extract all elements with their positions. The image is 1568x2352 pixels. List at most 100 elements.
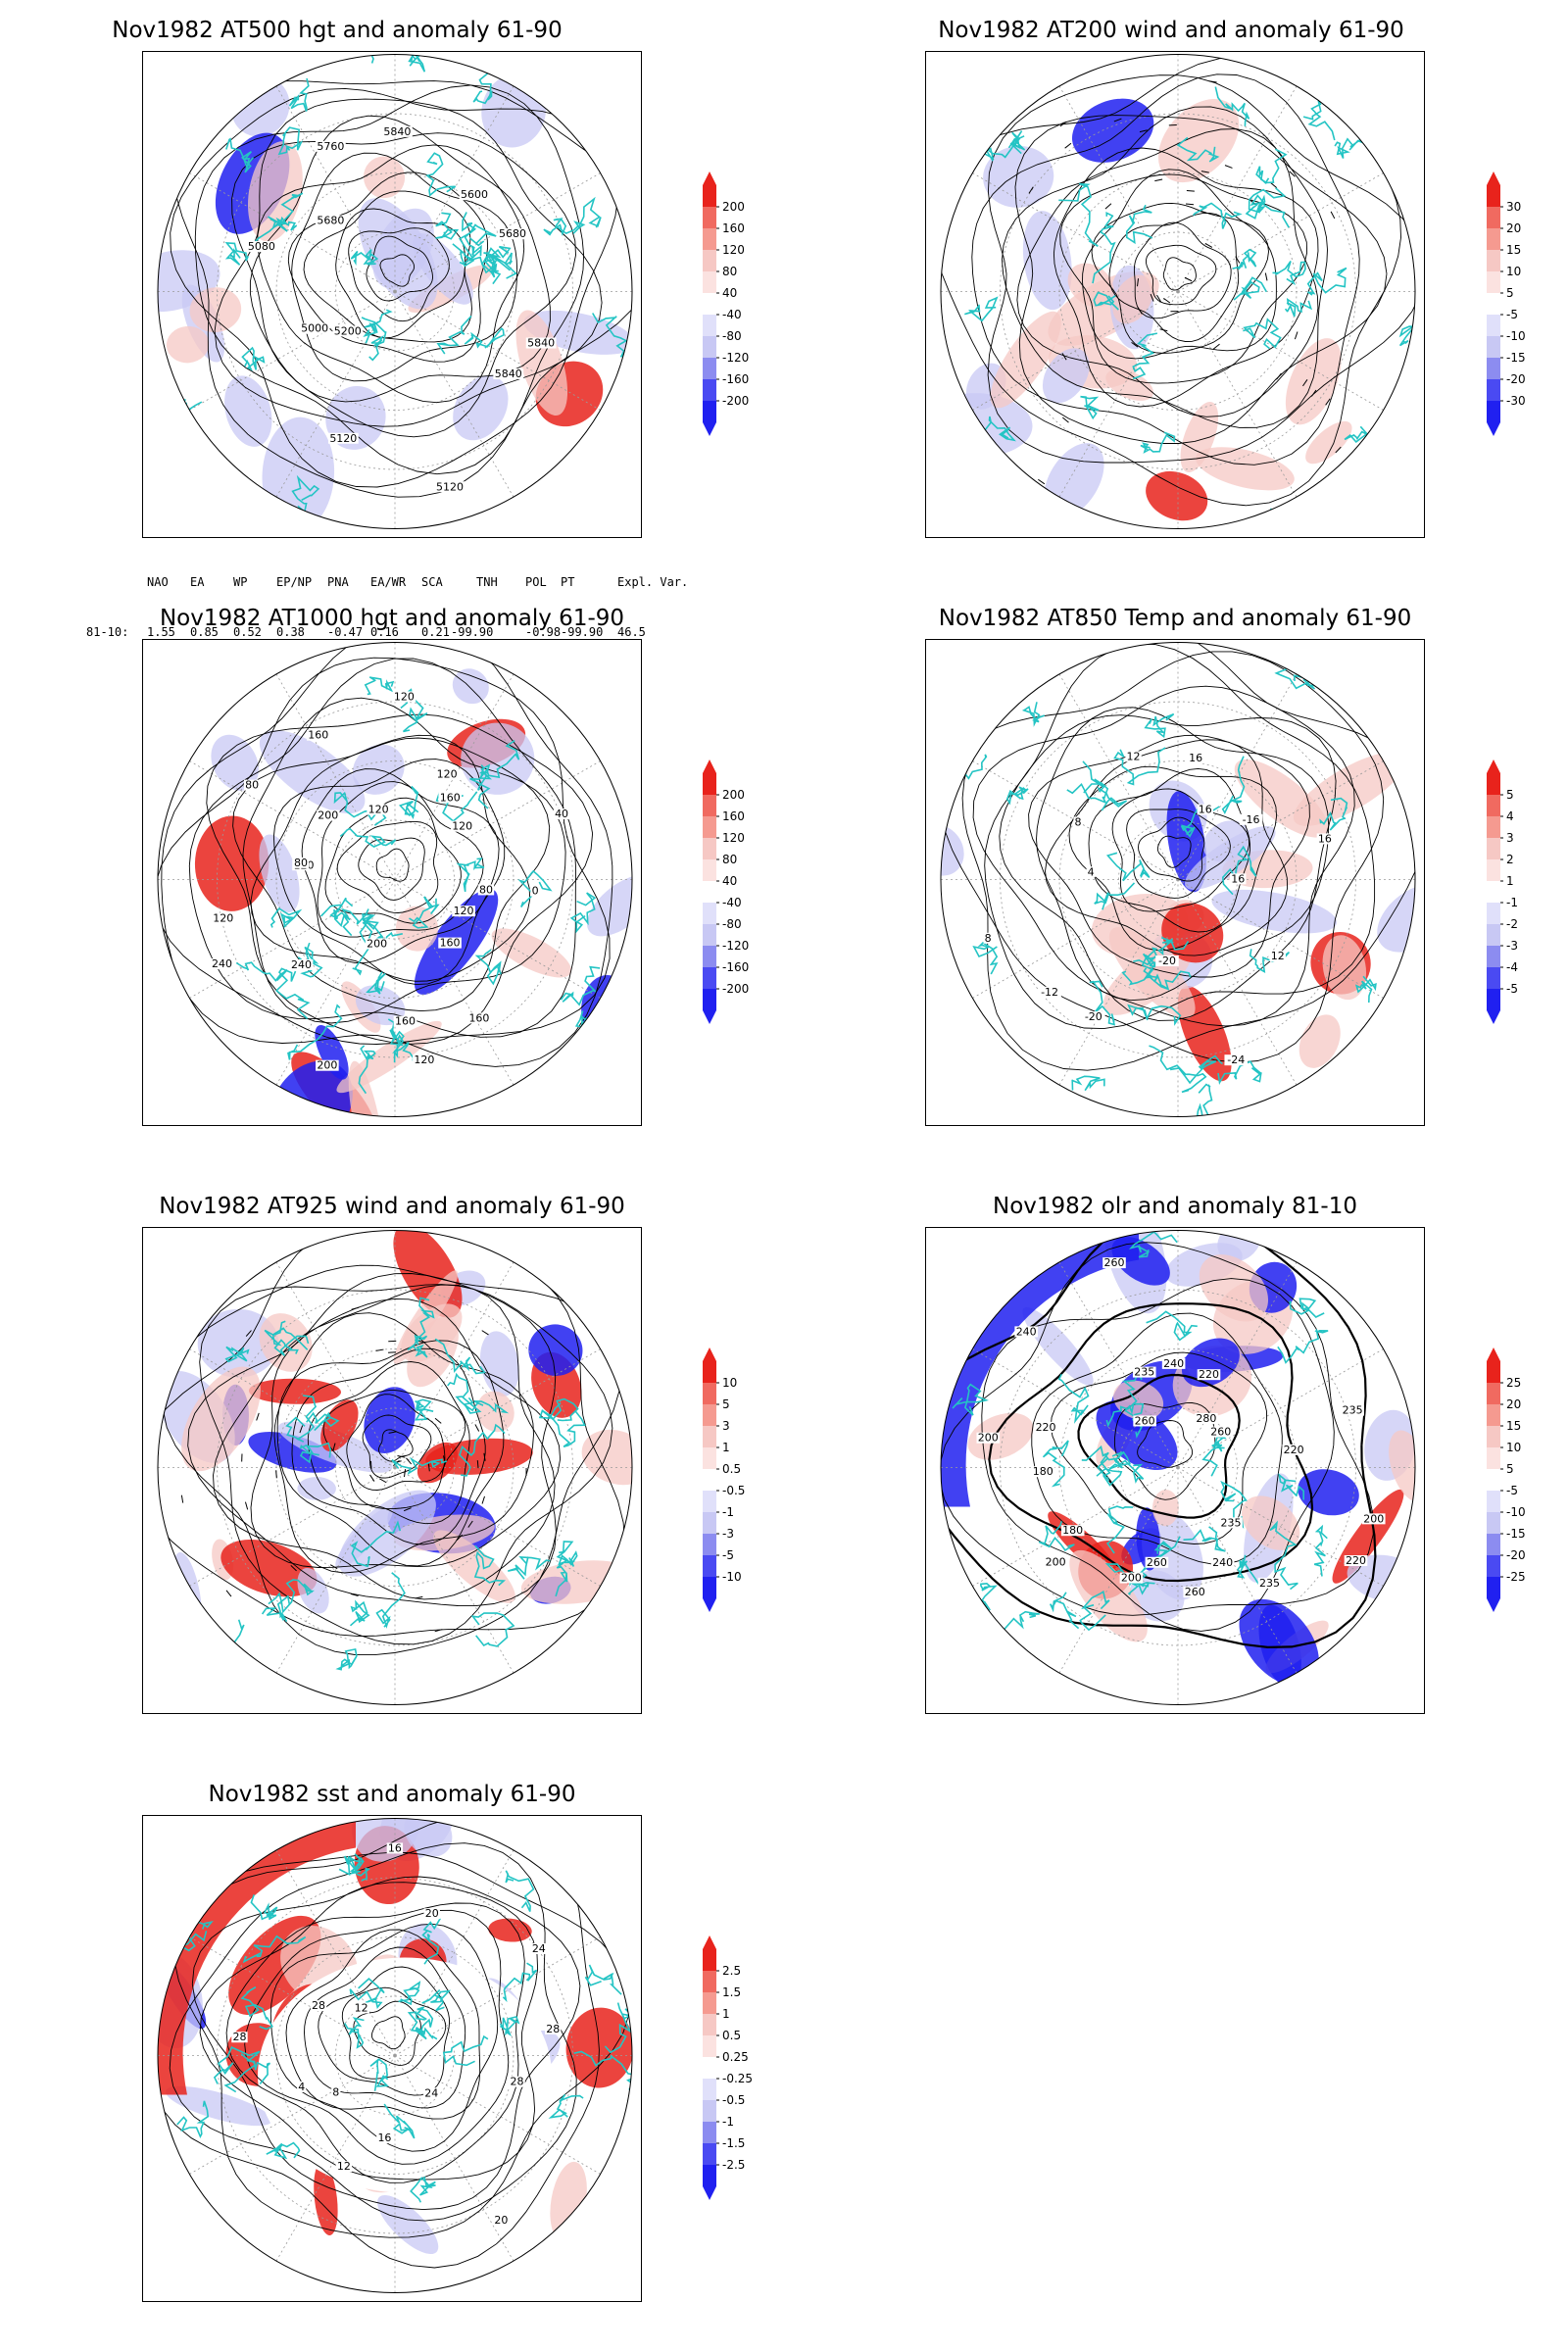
- index-value: -99.90: [451, 625, 494, 639]
- coastline: [306, 1411, 340, 1432]
- longitude-line: [972, 879, 1179, 999]
- colorbar-swatch: [1487, 903, 1500, 924]
- coastline: [434, 1338, 486, 1375]
- colorbar-tick-label: 3: [722, 1419, 730, 1433]
- coastline: [1113, 747, 1166, 786]
- contour-label: 28: [546, 2023, 560, 2035]
- map-disc: 80 120 160 160 120 160 200 200 240 240 120 120 80 80 2…: [158, 642, 632, 1117]
- streamline-arrow: [474, 1424, 480, 1432]
- contour-label: 260: [1185, 1586, 1205, 1598]
- coastline: [1169, 1054, 1223, 1085]
- contour-label: 4: [298, 2081, 305, 2093]
- colorbar-swatch: [703, 401, 716, 422]
- index-value: 1.55: [147, 625, 175, 639]
- index-row-label: 81-10:: [86, 625, 129, 639]
- coastline: [572, 196, 602, 234]
- contour-label: 16: [1199, 803, 1212, 815]
- colorbar-swatch: [703, 989, 716, 1010]
- coastline: [335, 1647, 358, 1671]
- contour-line: [317, 781, 484, 938]
- streamline-arrow: [1159, 328, 1168, 332]
- longitude-line: [394, 2055, 514, 2262]
- anomaly-shading: [515, 310, 568, 416]
- anomaly-shading: [1322, 935, 1367, 1001]
- streamline-arrow: [1139, 129, 1148, 133]
- coastline: [344, 2017, 365, 2049]
- streamline-arrow: [1184, 276, 1193, 282]
- map-boundary: [157, 642, 633, 1117]
- colorbar-tick-label: -20: [1506, 372, 1526, 386]
- contour-label: 260: [1135, 1414, 1155, 1427]
- longitude-line: [1177, 1348, 1384, 1468]
- streamline-arrow: [1224, 165, 1233, 169]
- index-header: PT: [561, 575, 575, 589]
- colorbar-tick-label: 2.5: [722, 1964, 741, 1978]
- contour-label: -20: [1085, 1010, 1102, 1023]
- anomaly-shading: [1305, 420, 1352, 465]
- anomaly-shading: [259, 1313, 313, 1372]
- colorbar-tick-label: 10: [722, 1376, 737, 1390]
- coastline: [291, 474, 320, 514]
- coastline: [288, 77, 310, 112]
- index-header: Expl. Var.: [617, 575, 689, 589]
- contour-label: 260: [1210, 1426, 1231, 1439]
- coastline: [569, 892, 597, 934]
- anomaly-shading: [528, 1324, 583, 1376]
- contour-line: [1091, 202, 1269, 354]
- panel-title: Nov1982 sst and anomaly 61-90: [208, 1782, 576, 1807]
- colorbar-swatch: [1487, 967, 1500, 989]
- anomaly-shading: [550, 2161, 587, 2241]
- contour-label-bg: [1014, 1326, 1038, 1338]
- colorbar-swatch: [1487, 1555, 1500, 1577]
- anomaly-shading: [166, 325, 210, 364]
- colorbar-arrow-bottom: [703, 422, 716, 436]
- contour-label: -24: [1227, 1054, 1245, 1066]
- colorbar-tick-label: -1.5: [722, 2136, 745, 2150]
- contour-label-bg: [530, 885, 540, 897]
- colorbar-tick-label: -5: [1506, 308, 1518, 321]
- colorbar-arrow-bottom: [1487, 1010, 1500, 1024]
- coastline: [1121, 947, 1158, 986]
- coastline: [223, 2059, 270, 2093]
- contour-label: 200: [978, 1432, 999, 1445]
- coastline: [425, 152, 457, 197]
- contour-line: [1113, 1402, 1216, 1500]
- colorbar-tick-label: -5: [1506, 1484, 1518, 1497]
- anomaly-shading: [1389, 1430, 1415, 1502]
- map-disc: 5840 5840 5120 5120 5200 5000 5080 5680 5760 5840…: [158, 54, 632, 529]
- contour-label-bg: [335, 2161, 353, 2173]
- contour-line: [1162, 257, 1197, 291]
- coastline: [1233, 276, 1267, 301]
- colorbar-tick-label: -1: [722, 2115, 734, 2129]
- longitude-line: [394, 1348, 601, 1468]
- streamline-arrow: [290, 1564, 297, 1572]
- coastline: [584, 1964, 622, 1995]
- anomaly-shading: [491, 928, 572, 978]
- colorbar-swatch: [703, 1577, 716, 1598]
- streamline-arrow: [1200, 171, 1209, 173]
- contour-line: [324, 797, 462, 924]
- map-frame: 5840 5840 5120 5120 5200 5000 5080 5680 5760 5840…: [142, 51, 642, 538]
- streamline-arrow: [415, 1595, 423, 1599]
- coastline: [213, 2045, 261, 2084]
- colorbar-arrow-bottom: [703, 1010, 716, 1024]
- colorbar-swatch: [1487, 1426, 1500, 1447]
- colorbar-swatch: [1487, 1383, 1500, 1404]
- contour-label-bg: [1316, 833, 1334, 845]
- coastline: [389, 1028, 405, 1063]
- colorbar-swatch: [1487, 881, 1500, 903]
- coastline: [499, 2015, 520, 2036]
- colorbar-swatch: [703, 1361, 716, 1383]
- colorbar-swatch: [703, 859, 716, 881]
- coastline: [349, 1853, 370, 1882]
- contour-label: 12: [355, 2001, 368, 2014]
- anomaly-shading: [488, 1918, 532, 1942]
- anomaly-shading: [377, 2194, 439, 2255]
- streamline-arrow: [369, 1474, 375, 1482]
- streamline-arrow: [1264, 272, 1268, 281]
- colorbar-tick-label: 1.5: [722, 1985, 741, 1999]
- contour-label-bg: [246, 241, 277, 253]
- anomaly-shading: [1146, 470, 1208, 521]
- contour-label-bg: [413, 1054, 436, 1066]
- longitude-line: [275, 1467, 396, 1674]
